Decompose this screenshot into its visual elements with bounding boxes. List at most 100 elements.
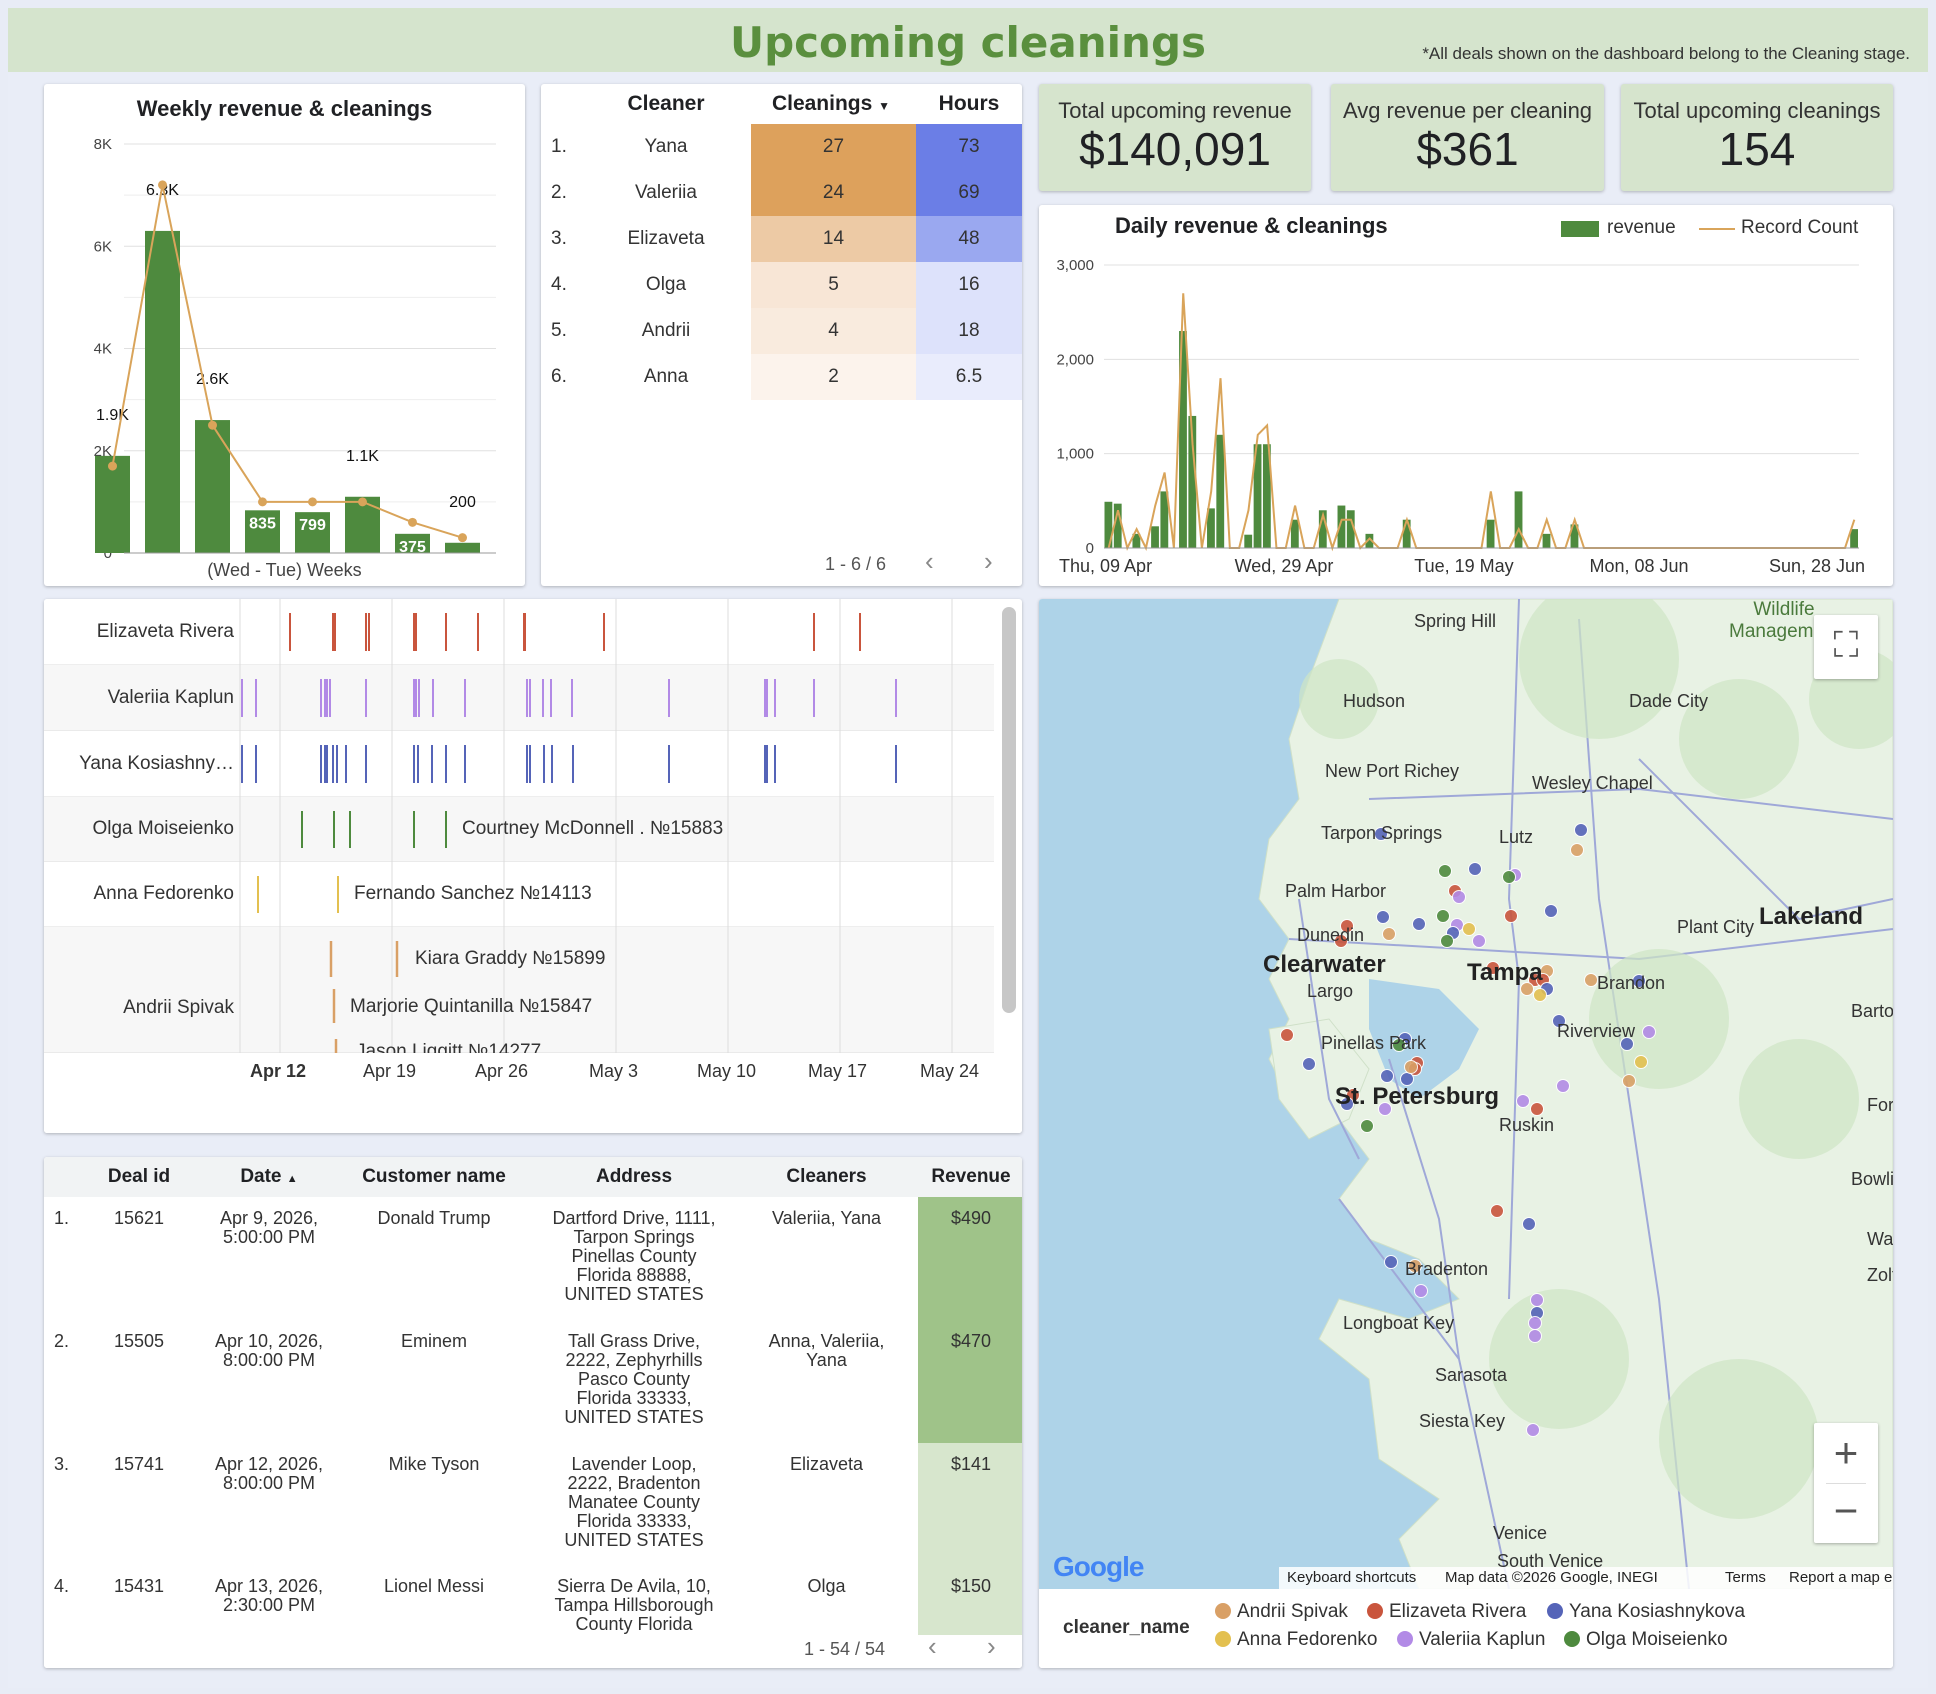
weekly-bar: [245, 510, 280, 553]
row-number: 2.: [551, 182, 567, 203]
timeline-card[interactable]: Elizaveta Rivera Valeriia Kaplun Yana Ko…: [44, 599, 1022, 1133]
col-date-label: Date: [240, 1166, 282, 1187]
col-deal-id[interactable]: Deal id: [107, 1166, 171, 1187]
address-line: Florida 33333,: [576, 1388, 692, 1408]
table-row[interactable]: 6. Anna 2 6.5: [541, 354, 1022, 400]
page-title: Upcoming cleanings: [729, 18, 1207, 67]
prev-page-icon[interactable]: ‹: [928, 1631, 937, 1661]
scorecard-avg-revenue: Avg revenue per cleaning $361: [1331, 84, 1604, 191]
map-marker: [1408, 1259, 1422, 1273]
terms-link[interactable]: Terms: [1725, 1569, 1766, 1586]
timeline-row-bg: [44, 599, 994, 665]
legend-olga[interactable]: Olga Moiseienko: [1564, 1629, 1728, 1651]
table-row[interactable]: 2. Valeriia 24 69: [541, 170, 1022, 216]
deals-table-card[interactable]: Deal id Date ▲ Customer name Address Cle…: [44, 1157, 1022, 1668]
table-row[interactable]: 2. 15505 Apr 10, 2026, 8:00:00 PM Eminem Tall…: [44, 1320, 1022, 1443]
col-cleaners[interactable]: Cleaners: [786, 1166, 867, 1187]
table-row[interactable]: 1. Yana 27 73: [541, 124, 1022, 170]
legend-anna[interactable]: Anna Fedorenko: [1215, 1629, 1378, 1651]
table-row[interactable]: 4. Olga 5 16: [541, 262, 1022, 308]
map-marker: [1334, 934, 1348, 948]
col-revenue[interactable]: Revenue: [931, 1166, 1011, 1187]
legend-andrii[interactable]: Andrii Spivak: [1215, 1601, 1348, 1623]
col-date[interactable]: Date ▲: [204, 1157, 334, 1197]
legend-elizaveta[interactable]: Elizaveta Rivera: [1367, 1601, 1526, 1623]
x-tick-label: Mon, 08 Jun: [1589, 556, 1688, 576]
timeline-event-label: Fernando Sanchez №14113: [354, 883, 592, 904]
table-row[interactable]: 3. Elizaveta 14 48: [541, 216, 1022, 262]
scorecard-label: Total upcoming cleanings: [1633, 98, 1881, 123]
map-canvas[interactable]: [1039, 599, 1893, 1589]
col-hours[interactable]: Hours: [938, 92, 1000, 115]
table-row[interactable]: 4. 15431 Apr 13, 2026, 2:30:00 PM Lionel Mes…: [44, 1565, 1022, 1635]
zoom-out-icon[interactable]: −: [1833, 1487, 1859, 1534]
daily-bar: [1253, 444, 1262, 548]
map-marker: [1533, 988, 1547, 1002]
map-place-label: Ruskin: [1499, 1115, 1555, 1135]
map-marker: [1642, 1025, 1656, 1039]
next-page-icon[interactable]: ›: [984, 546, 993, 576]
revenue-bg: [918, 1197, 1022, 1320]
cleaner-table-card[interactable]: Cleaner Cleanings ▼ Hours 1. Yana 27 73 2. Va…: [541, 84, 1022, 586]
deal-id: 15621: [113, 1208, 165, 1228]
fullscreen-icon[interactable]: ⛶: [1814, 615, 1878, 679]
map-marker: [1378, 1102, 1392, 1116]
prev-page-icon[interactable]: ‹: [925, 546, 934, 576]
legend-valeriia[interactable]: Valeriia Kaplun: [1397, 1629, 1545, 1651]
weekly-bar-label: 799: [299, 517, 326, 534]
daily-bar: [1179, 331, 1187, 548]
map-marker: [1486, 961, 1500, 975]
map-marker: [1340, 1097, 1354, 1111]
timeline-date: Apr 12: [250, 1061, 307, 1081]
map-green-area: [1519, 599, 1679, 739]
cleanings-cell: 27: [751, 124, 916, 170]
weekly-chart-card[interactable]: Weekly revenue & cleanings 0 2K 4K 6K 8K 1.9K…: [44, 84, 525, 586]
map-marker: [1516, 1094, 1530, 1108]
legend-dot: [1215, 1631, 1231, 1647]
map-card[interactable]: Spring Hill Hudson Dade City New Port Riche…: [1039, 599, 1893, 1668]
weekly-chart-xlabel: (Wed - Tue) Weeks: [207, 560, 362, 580]
report-error-link[interactable]: Report a map error: [1789, 1569, 1893, 1586]
legend-dot: [1547, 1603, 1563, 1619]
scorecard-value: 154: [1718, 123, 1796, 175]
col-address[interactable]: Address: [595, 1166, 673, 1187]
map-marker: [1382, 927, 1396, 941]
address-line: County Florida: [575, 1614, 693, 1634]
timeline-scrollbar[interactable]: [1002, 607, 1016, 1013]
map-marker: [1528, 1329, 1542, 1343]
map-marker: [1570, 843, 1584, 857]
col-cleanings[interactable]: Cleanings ▼: [751, 84, 911, 124]
next-page-icon[interactable]: ›: [987, 1631, 996, 1661]
cleaners: Valeriia, Yana: [744, 1209, 909, 1228]
weekly-count-point: [458, 533, 467, 543]
weekly-count-point: [258, 497, 267, 507]
deal-date-line: Apr 9, 2026,: [219, 1208, 319, 1228]
table-row[interactable]: 5. Andrii 4 18: [541, 308, 1022, 354]
legend-yana[interactable]: Yana Kosiashnykova: [1547, 1601, 1745, 1623]
map-marker: [1404, 1060, 1418, 1074]
weekly-bar: [145, 230, 180, 553]
daily-chart-card[interactable]: Daily revenue & cleanings revenue Record…: [1039, 205, 1893, 586]
timeline-event-label: Marjorie Quintanilla №15847: [350, 996, 593, 1017]
deal-time-line: 8:00:00 PM: [222, 1473, 316, 1493]
table-row[interactable]: 3. 15741 Apr 12, 2026, 8:00:00 PM Mike Tyson…: [44, 1443, 1022, 1565]
weekly-bar-label: 1.1K: [346, 448, 379, 465]
col-customer[interactable]: Customer name: [362, 1166, 506, 1187]
col-cleaner[interactable]: Cleaner: [627, 92, 705, 115]
weekly-count-point: [208, 420, 217, 430]
keyboard-shortcuts-link[interactable]: Keyboard shortcuts: [1287, 1569, 1417, 1586]
table-row[interactable]: 1. 15621 Apr 9, 2026, 5:00:00 PM Donald Trum…: [44, 1197, 1022, 1320]
row-number: 4.: [551, 274, 567, 295]
cleanings-cell: 24: [751, 170, 916, 216]
zoom-in-icon[interactable]: +: [1833, 1429, 1859, 1476]
map-place-label: Wildlife Management Area: [1729, 599, 1839, 645]
map-marker: [1530, 1293, 1544, 1307]
revenue-cell: $150: [950, 1576, 992, 1596]
scorecard-total-revenue: Total upcoming revenue $140,091: [1039, 84, 1311, 191]
map-place-label: Siesta Key: [1419, 1411, 1506, 1431]
legend-label: Anna Fedorenko: [1237, 1629, 1378, 1650]
map-place-label: Brandon: [1597, 973, 1666, 993]
map-place-label: Bartow: [1851, 1001, 1893, 1021]
cleanings-cell: 4: [751, 308, 916, 354]
map-road: [1338, 1198, 1510, 1589]
